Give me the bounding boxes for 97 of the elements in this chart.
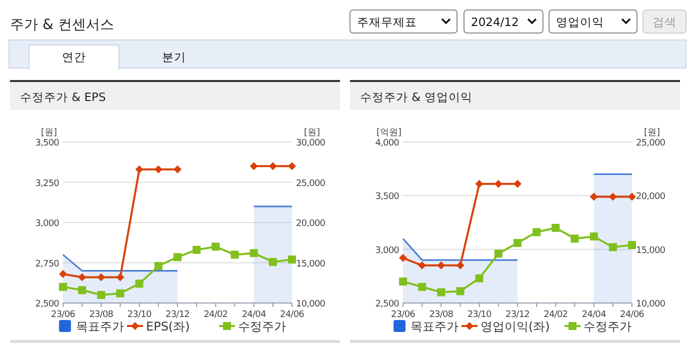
point <box>135 280 144 288</box>
point <box>116 289 124 298</box>
legend-label: 영업이익(좌) <box>480 320 550 334</box>
y2-tick-label: 15,000 <box>296 259 326 270</box>
y-tick-label: 2,500 <box>375 300 400 310</box>
y-tick-label: 3,250 <box>35 178 60 189</box>
y2-tick-label: 20,000 <box>296 219 326 229</box>
y2-tick-label: 15,000 <box>636 246 666 256</box>
chart-title: 수정주가 & 영업이익 <box>360 90 472 104</box>
legend-label: 수정주가 <box>584 320 632 334</box>
point <box>399 278 407 286</box>
point <box>628 192 636 201</box>
x-tick-label: 24/04 <box>582 310 606 320</box>
point <box>494 180 502 188</box>
point <box>268 258 277 266</box>
x-tick-label: 24/02 <box>204 310 228 320</box>
y-tick-label: 2,500 <box>35 300 60 310</box>
x-tick-label: 23/08 <box>429 310 454 320</box>
y2-tick-label: 10,000 <box>636 300 666 310</box>
point <box>418 282 426 291</box>
y-axis-title: [억원] <box>376 128 402 138</box>
text: 연간 <box>62 50 86 64</box>
text: 주가 & 컨센서스 <box>10 17 114 33</box>
point <box>174 253 182 262</box>
point <box>608 243 617 252</box>
point <box>418 261 426 270</box>
y-tick-label: 3,500 <box>375 192 400 202</box>
text: 검색 <box>652 15 676 29</box>
y2-axis-title: [원] <box>644 128 660 138</box>
point <box>552 224 560 232</box>
point <box>135 165 144 174</box>
point <box>514 180 522 188</box>
y-tick-label: 4,000 <box>375 138 400 148</box>
series-label: 목표주가 <box>76 320 124 334</box>
text: 2024/12 <box>471 15 519 29</box>
point <box>570 234 579 243</box>
point <box>437 288 446 296</box>
x-tick-label: 23/06 <box>51 310 76 320</box>
x-tick-label: 23/10 <box>127 310 152 320</box>
x-tick-label: 24/04 <box>242 310 266 320</box>
y-tick-label: 2,750 <box>35 259 60 270</box>
text: 분기 <box>162 50 186 64</box>
series-label: 목표주가 <box>410 320 458 334</box>
point <box>456 287 464 296</box>
point <box>174 165 182 174</box>
point <box>628 241 636 250</box>
point <box>78 273 86 282</box>
legend-label: 수정주가 <box>238 320 286 334</box>
point <box>288 256 296 264</box>
point <box>475 180 484 188</box>
y-tick-label: 3,000 <box>375 246 400 256</box>
point <box>399 254 407 262</box>
point <box>116 273 124 282</box>
x-tick-label: 24/02 <box>544 310 568 320</box>
point <box>97 290 106 299</box>
x-tick-label: 23/08 <box>89 310 114 320</box>
y2-tick-label: 25,000 <box>296 178 326 189</box>
x-tick-label: 23/12 <box>506 310 530 320</box>
point <box>288 162 296 170</box>
point <box>456 261 464 270</box>
text: 주재무제표 <box>357 15 417 29</box>
point <box>532 228 541 236</box>
point <box>59 270 67 278</box>
x-tick-label: 24/06 <box>280 310 305 320</box>
point <box>212 242 220 251</box>
y2-tick-label: 10,000 <box>296 300 326 310</box>
point <box>268 162 277 170</box>
y-tick-label: 3,500 <box>35 138 60 148</box>
x-tick-label: 23/12 <box>166 310 190 320</box>
point <box>514 238 522 247</box>
point <box>475 274 484 282</box>
chart-title: 수정주가 & EPS <box>20 90 106 104</box>
y2-axis-title: [원] <box>304 128 320 138</box>
y2-tick-label: 20,000 <box>636 192 666 202</box>
legend-label: EPS(좌) <box>146 320 190 334</box>
point <box>250 162 258 170</box>
x-tick-label: 24/06 <box>620 310 645 320</box>
text: 영업이익 <box>556 15 604 29</box>
point <box>590 232 598 240</box>
point <box>154 165 162 174</box>
point <box>154 262 162 270</box>
point <box>494 250 502 258</box>
point <box>97 273 106 282</box>
point <box>608 192 617 201</box>
point <box>230 250 239 259</box>
y2-tick-label: 25,000 <box>636 138 666 148</box>
y-tick-label: 3,000 <box>35 219 60 229</box>
point <box>590 192 598 201</box>
point <box>59 282 67 291</box>
point <box>437 261 446 270</box>
y2-tick-label: 30,000 <box>296 138 326 148</box>
point <box>192 246 201 254</box>
x-tick-label: 23/06 <box>391 310 416 320</box>
point <box>250 249 258 258</box>
point <box>78 286 86 294</box>
x-tick-label: 23/10 <box>467 310 492 320</box>
y-axis-title: [원] <box>40 128 58 138</box>
